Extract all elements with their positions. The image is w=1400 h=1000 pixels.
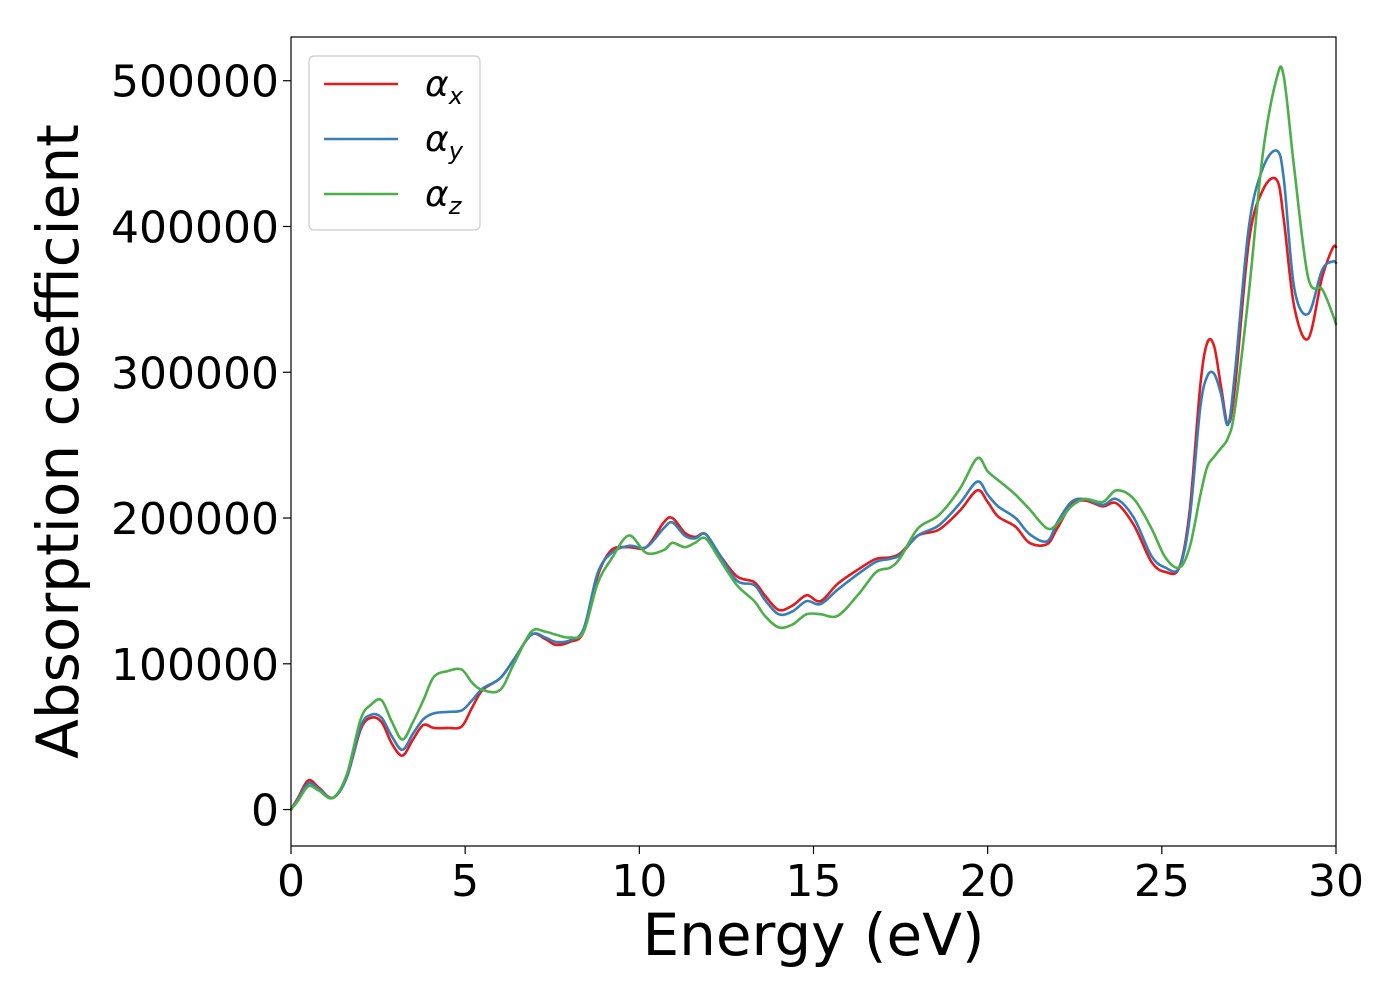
x-tick-label: 20 [960,856,1016,907]
y-axis-title: Absorption coefficient [24,124,92,759]
plot-lines [289,65,1338,811]
series-line-alpha-y [289,149,1338,811]
x-tick-label: 0 [277,856,305,907]
legend-label-alpha-x: αx [425,64,464,110]
legend-label-alpha-z: αz [425,174,463,220]
y-tick-label: 300000 [111,348,279,399]
series-line-alpha-z [289,65,1338,811]
y-tick-label: 0 [251,786,279,837]
x-tick-label: 5 [451,856,479,907]
x-tick-label: 25 [1134,856,1190,907]
legend: αx αy αz [308,55,481,231]
x-tick-label: 10 [611,856,667,907]
x-axis-title: Energy (eV) [642,901,984,969]
x-axis-ticks: 0 5 10 15 20 25 30 [277,846,1364,907]
series-line-alpha-x [289,176,1338,811]
x-tick-label: 15 [786,856,842,907]
legend-box [308,55,481,231]
y-tick-label: 500000 [111,57,279,108]
y-tick-label: 400000 [111,202,279,253]
y-tick-label: 100000 [111,640,279,691]
y-tick-label: 200000 [111,494,279,545]
x-tick-label: 30 [1308,856,1364,907]
legend-label-alpha-y: αy [425,119,464,165]
y-axis-ticks: 0 100000 200000 300000 400000 500000 [111,57,291,837]
